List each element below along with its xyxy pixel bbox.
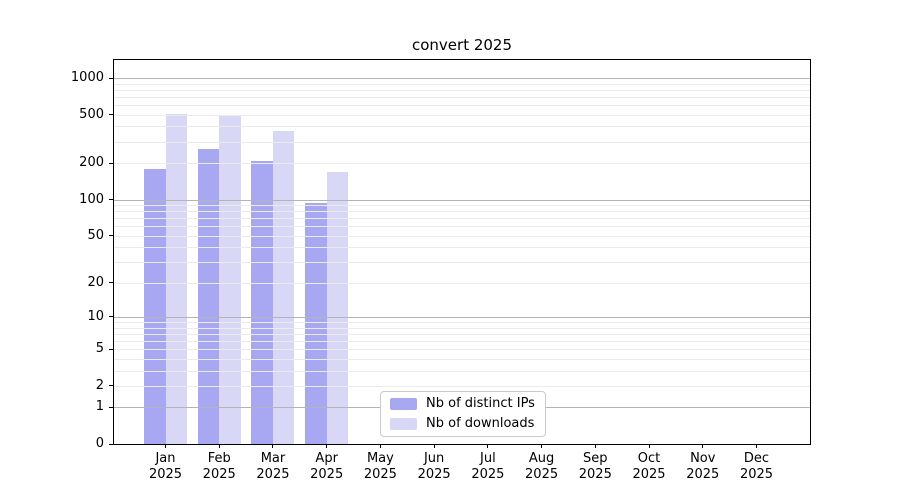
y-tick-label: 200 bbox=[79, 155, 104, 171]
x-tick-mark bbox=[594, 444, 596, 448]
major-gridline bbox=[114, 199, 810, 201]
minor-gridline bbox=[114, 349, 810, 351]
chart-title: convert 2025 bbox=[411, 36, 513, 54]
y-tick-mark bbox=[109, 114, 114, 116]
minor-gridline bbox=[114, 340, 810, 342]
minor-gridline bbox=[114, 96, 810, 98]
minor-gridline bbox=[114, 105, 810, 107]
x-tick-mark bbox=[755, 444, 757, 448]
major-gridline bbox=[114, 316, 810, 318]
x-tick-label: May 2025 bbox=[363, 451, 397, 482]
y-tick-label: 10 bbox=[87, 308, 104, 324]
minor-gridline bbox=[114, 126, 810, 128]
y-tick-mark bbox=[109, 385, 114, 387]
bar-distinct-ips-jan bbox=[144, 168, 166, 444]
x-tick-mark bbox=[433, 444, 435, 448]
bar-downloads-mar bbox=[272, 130, 295, 444]
minor-gridline bbox=[114, 163, 810, 165]
minor-gridline bbox=[114, 226, 810, 228]
legend-swatch-downloads bbox=[390, 418, 417, 430]
minor-gridline bbox=[114, 218, 810, 220]
bar-downloads-jan bbox=[165, 114, 187, 444]
minor-gridline bbox=[114, 358, 810, 360]
minor-gridline bbox=[114, 385, 810, 387]
x-tick-label: Mar 2025 bbox=[256, 451, 290, 482]
minor-gridline bbox=[114, 235, 810, 237]
minor-gridline bbox=[114, 83, 810, 85]
x-tick-label: Jun 2025 bbox=[417, 451, 451, 482]
axes-ticks-layer: 1000 500 200 100 50 20 10 5 2 1 0 Jan 2025 Feb 2025 Mar… bbox=[71, 60, 810, 482]
y-tick-mark bbox=[109, 235, 114, 237]
y-tick-label: 50 bbox=[87, 227, 104, 243]
x-tick-label: Dec 2025 bbox=[739, 451, 774, 482]
x-tick-label: Apr 2025 bbox=[310, 451, 344, 482]
minor-gridline bbox=[114, 327, 810, 329]
minor-gridline bbox=[114, 322, 810, 324]
x-tick-label: Jul 2025 bbox=[471, 451, 505, 482]
y-tick-label: 0 bbox=[95, 436, 104, 451]
x-tick-label: Feb 2025 bbox=[202, 451, 236, 482]
major-gridline bbox=[114, 78, 810, 79]
x-tick-label: Sep 2025 bbox=[578, 451, 612, 482]
minor-gridline bbox=[114, 205, 810, 207]
x-tick-mark bbox=[541, 444, 543, 448]
y-tick-label: 5 bbox=[95, 341, 104, 357]
minor-gridline bbox=[114, 282, 810, 284]
legend: Nb of distinct IPs Nb of downloads bbox=[380, 391, 546, 437]
bar-distinct-ips-mar bbox=[251, 161, 273, 444]
x-tick-mark bbox=[272, 444, 274, 448]
x-tick-mark bbox=[218, 444, 220, 448]
minor-gridline bbox=[114, 89, 810, 91]
minor-gridline bbox=[114, 211, 810, 213]
y-tick-label: 1 bbox=[95, 399, 104, 415]
x-tick-label: Nov 2025 bbox=[686, 451, 720, 482]
x-tick-mark bbox=[326, 444, 328, 448]
bar-downloads-feb bbox=[219, 114, 241, 444]
y-tick-mark bbox=[109, 199, 114, 200]
y-tick-label: 100 bbox=[79, 191, 104, 207]
x-tick-label: Jan 2025 bbox=[148, 451, 183, 482]
legend-swatch-distinct-ips bbox=[390, 398, 417, 410]
legend-label-downloads: Nb of downloads bbox=[426, 416, 535, 431]
x-tick-mark bbox=[648, 444, 650, 448]
bar-downloads-apr bbox=[326, 172, 349, 444]
y-tick-mark bbox=[109, 348, 114, 350]
y-tick-label: 20 bbox=[87, 274, 104, 290]
y-tick-mark bbox=[109, 316, 114, 318]
bar-distinct-ips-feb bbox=[197, 148, 220, 444]
x-tick-mark bbox=[379, 444, 381, 448]
y-tick-mark bbox=[109, 443, 114, 445]
x-tick-mark bbox=[702, 444, 704, 448]
x-tick-label: Oct 2025 bbox=[632, 451, 666, 482]
minor-gridline bbox=[114, 370, 810, 372]
y-tick-mark bbox=[109, 282, 114, 284]
y-tick-label: 2 bbox=[95, 377, 104, 393]
legend-item-downloads: Nb of downloads bbox=[390, 416, 545, 432]
x-tick-mark bbox=[487, 444, 489, 448]
y-tick-mark bbox=[109, 406, 114, 408]
plot-area: 1000 500 200 100 50 20 10 5 2 1 0 Jan 2025 Feb 2025 Mar… bbox=[71, 59, 811, 482]
legend-label-distinct-ips: Nb of distinct IPs bbox=[426, 396, 535, 411]
x-tick-label: Aug 2025 bbox=[525, 451, 559, 482]
y-tick-mark bbox=[109, 77, 114, 79]
minor-gridline bbox=[114, 262, 810, 264]
x-tick-mark bbox=[165, 444, 166, 448]
minor-gridline bbox=[114, 141, 810, 143]
y-tick-mark bbox=[109, 162, 114, 164]
minor-gridline bbox=[114, 247, 810, 249]
minor-gridline bbox=[114, 333, 810, 335]
legend-item-distinct-ips: Nb of distinct IPs bbox=[390, 396, 545, 412]
y-tick-label: 500 bbox=[79, 106, 104, 122]
minor-gridline bbox=[114, 114, 810, 116]
y-tick-label: 1000 bbox=[70, 70, 104, 85]
